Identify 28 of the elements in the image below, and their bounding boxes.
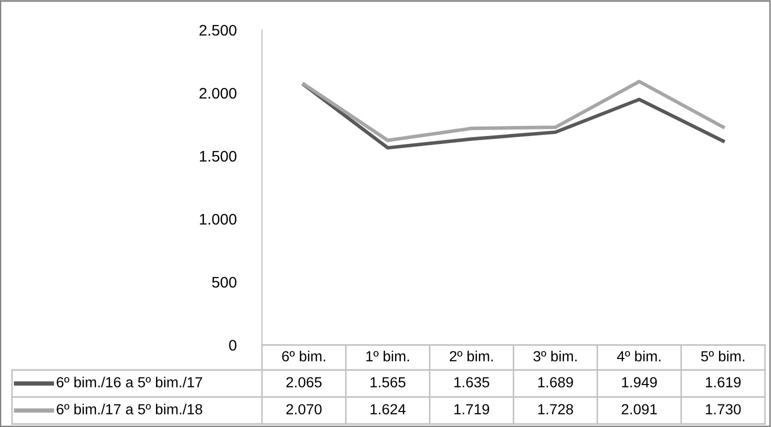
x-tick-label: 3º bim.	[533, 350, 577, 362]
y-tick-label: 0	[229, 340, 236, 351]
x-tick-label: 2º bim.	[450, 350, 493, 362]
line-series	[302, 83, 725, 150]
data-label: 1.624	[370, 404, 406, 414]
x-tick-label: 6º bim.	[282, 350, 326, 362]
data-label: 1.949	[622, 377, 657, 388]
legend-label: 6º bim./17 a 5º bim./18	[56, 404, 202, 414]
x-tick-label: 5º bim.	[701, 350, 744, 362]
legend-label: 6º bim./16 a 5º bim./17	[56, 376, 202, 388]
x-tick-label: 4º bim.	[617, 350, 660, 362]
data-label: 1.730	[706, 404, 741, 414]
data-label: 1.619	[706, 377, 741, 388]
data-label: 1.565	[370, 377, 406, 388]
data-label: 2.065	[286, 377, 322, 388]
x-tick-label: 1º bim.	[366, 350, 409, 362]
y-tick-label: 2.500	[200, 24, 236, 36]
data-label: 1.635	[454, 377, 490, 388]
data-label: 2.091	[622, 404, 657, 414]
data-label: 1.719	[454, 404, 490, 414]
data-label: 1.689	[538, 377, 573, 388]
data-label: 2.070	[286, 404, 322, 414]
data-label: 1.728	[538, 404, 574, 414]
y-tick-label: 2.000	[200, 88, 236, 99]
y-tick-label: 500	[212, 276, 236, 288]
y-tick-label: 1.000	[200, 214, 236, 225]
line-series	[302, 80, 725, 142]
y-tick-label: 1.500	[200, 150, 236, 162]
